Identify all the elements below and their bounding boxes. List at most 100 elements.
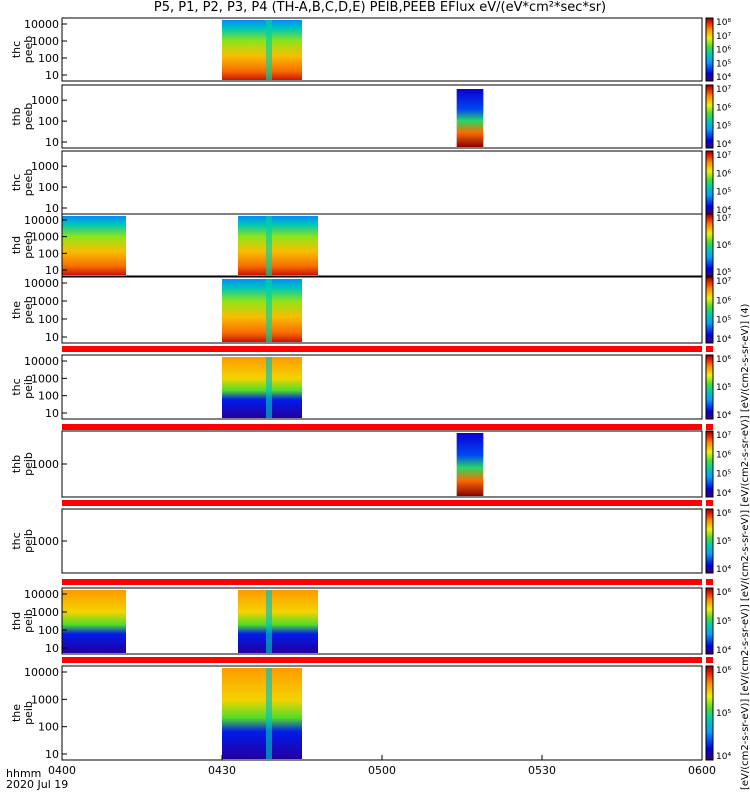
red-band	[706, 424, 713, 430]
colorbar-tick-label: 10⁴	[716, 206, 731, 216]
y-tick-label: 1000	[31, 160, 59, 173]
y-tick-label: 10	[45, 202, 59, 215]
x-tick-label: 0500	[368, 764, 396, 777]
y-axis-label: peib	[22, 701, 35, 725]
colorbar-tick-label: 10⁶	[716, 46, 731, 56]
y-axis-label: thc	[10, 378, 23, 395]
colorbar-tick-label: 10⁵	[716, 617, 731, 627]
spectrogram-block	[238, 590, 318, 653]
y-axis-label: thc	[10, 174, 23, 191]
y-tick-label: 1000	[31, 372, 59, 385]
y-tick-label: 100	[38, 52, 59, 65]
panel-frame	[61, 587, 703, 655]
colorbar-tick-label: 10⁴	[716, 335, 731, 345]
spectrogram-feature	[266, 20, 272, 80]
panel-frame	[61, 17, 703, 82]
y-tick-label: 10	[45, 407, 59, 420]
y-axis-label: the	[10, 704, 23, 722]
y-tick-label: 10	[45, 642, 59, 655]
y-tick-label: 10	[45, 264, 59, 277]
spectrogram-block	[456, 89, 484, 147]
colorbar-tick-label: 10⁵	[716, 59, 731, 69]
colorbar-tick-label: 10⁷	[716, 277, 731, 287]
y-tick-label: 100	[38, 181, 59, 194]
x-label-date: 2020 Jul 19	[6, 778, 69, 791]
panel-thc-peeb: 10 100 1000 thc peeb 10⁴ 10⁵ 10⁶ 10⁷	[10, 150, 731, 216]
red-band	[706, 346, 713, 352]
y-tick-label: 10000	[24, 355, 59, 368]
y-axis-label: peeb	[22, 36, 35, 64]
y-axis-label: thb	[10, 455, 23, 473]
y-tick-label: 10	[45, 748, 59, 761]
y-tick-label: 100	[38, 624, 59, 637]
colorbar-tick-label: 10⁶	[716, 169, 731, 179]
y-axis-label: thc	[10, 41, 23, 58]
colorbar	[705, 150, 714, 215]
colorbar-tick-label: 10⁷	[716, 32, 731, 42]
spectrogram-block	[62, 590, 126, 653]
x-tick-label: 0400	[48, 764, 76, 777]
red-band	[62, 579, 702, 585]
colorbar	[705, 508, 714, 574]
y-axis-label: thd	[10, 612, 23, 630]
colorbar-tick-label: 10⁴	[716, 411, 731, 421]
y-tick-label: 10	[45, 331, 59, 344]
y-tick-label: 10000	[24, 277, 59, 290]
y-tick-label: 100	[38, 115, 59, 128]
y-axis-label: peib	[22, 529, 35, 553]
x-tick-label: 0430	[208, 764, 236, 777]
x-label-time-unit: hhmm	[6, 767, 42, 780]
y-tick-label: 10000	[24, 214, 59, 227]
spectrogram-feature	[266, 216, 272, 275]
colorbar-units-label: [eV/(cm2-s-sr-eV)] [eV/(cm2-s-sr-eV)] [e…	[740, 303, 750, 790]
red-band	[62, 424, 702, 430]
colorbar-tick-label: 10⁵	[716, 268, 731, 278]
colorbar-tick-label: 10⁶	[716, 241, 731, 251]
spectrogram-feature	[266, 590, 272, 653]
x-tick-label: 0600	[688, 764, 716, 777]
y-tick-label: 10	[45, 69, 59, 82]
y-axis-label: the	[10, 301, 23, 319]
colorbar-tick-label: 10⁵	[716, 383, 731, 393]
y-axis-label: thb	[10, 107, 23, 125]
y-tick-label: 1000	[31, 231, 59, 244]
x-tick-label: 0530	[528, 764, 556, 777]
red-band	[62, 500, 702, 506]
panel-thc-peib: 1000 thc peib 10⁴ 10⁵ 10⁶	[10, 508, 731, 575]
y-axis-label: peeb	[22, 296, 35, 324]
panel-frame	[61, 430, 703, 498]
y-tick-label: 100	[38, 390, 59, 403]
colorbar-tick-label: 10⁶	[716, 296, 731, 306]
y-axis-label: thc	[10, 532, 23, 549]
panel-the-peib: 10 100 1000 10000 the peib 10⁴ 10⁵ 10⁶	[10, 665, 731, 762]
spectrogram-block	[222, 279, 302, 342]
y-axis-label: peib	[22, 452, 35, 476]
colorbar	[705, 276, 714, 344]
colorbar-tick-label: 10⁴	[716, 489, 731, 499]
y-tick-label: 1000	[31, 535, 59, 548]
spectrogram-block	[222, 20, 302, 80]
panel-frame	[61, 508, 703, 574]
spectrogram-feature	[266, 668, 272, 759]
spectrogram-block	[62, 216, 126, 275]
y-axis-label: peeb	[22, 231, 35, 259]
y-tick-label: 1000	[31, 606, 59, 619]
y-tick-label: 1000	[31, 693, 59, 706]
colorbar-tick-label: 10⁵	[716, 316, 731, 326]
spectrogram-feature	[266, 357, 272, 418]
colorbar-tick-label: 10⁶	[716, 450, 731, 460]
colorbar-tick-label: 10⁶	[716, 588, 731, 598]
panel-frame	[61, 150, 703, 215]
y-tick-label: 10000	[24, 666, 59, 679]
colorbar-tick-label: 10⁴	[716, 646, 731, 656]
panel-thb-peeb: 10 100 1000 thb peeb 10⁴ 10⁵ 10⁶ 10⁷	[10, 84, 731, 150]
colorbar	[705, 354, 714, 420]
colorbar-tick-label: 10⁷	[716, 214, 731, 224]
spectrogram-block	[222, 668, 302, 759]
y-axis-label: peib	[22, 375, 35, 399]
y-axis-label: thd	[10, 236, 23, 254]
colorbar-tick-label: 10⁵	[716, 122, 731, 132]
colorbar-tick-label: 10⁶	[716, 355, 731, 365]
